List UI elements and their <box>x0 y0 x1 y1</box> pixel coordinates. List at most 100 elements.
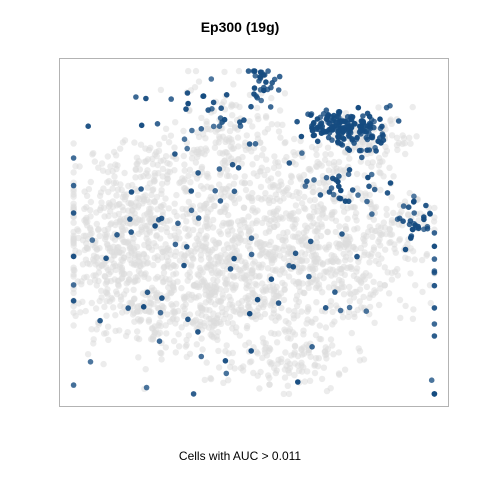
cell-point <box>390 209 397 217</box>
cell-point <box>356 298 363 305</box>
cell-point <box>275 186 282 194</box>
cell-point <box>111 236 119 243</box>
cell-point <box>194 146 201 153</box>
cell-point <box>264 177 272 184</box>
cell-point <box>219 222 226 229</box>
cell-point <box>262 113 270 120</box>
cell-point <box>306 165 313 173</box>
positive-cell-point <box>184 145 190 152</box>
cell-point <box>216 298 223 305</box>
positive-cell-point <box>394 216 401 222</box>
positive-cell-point <box>252 73 259 79</box>
positive-cell-point <box>428 377 435 384</box>
cell-point <box>245 295 252 302</box>
positive-cell-point <box>311 177 317 183</box>
cell-point <box>246 359 254 366</box>
cell-point <box>173 316 180 323</box>
cell-point <box>263 156 270 163</box>
cell-point <box>291 342 299 349</box>
cell-point <box>145 275 152 282</box>
cell-point <box>203 216 211 223</box>
positive-cell-point <box>431 305 438 311</box>
cell-point <box>235 239 242 246</box>
positive-cell-point <box>195 329 201 335</box>
cell-point <box>101 226 108 234</box>
cell-point <box>322 324 330 331</box>
cell-point <box>278 355 285 363</box>
cell-point <box>85 186 93 193</box>
positive-cell-point <box>223 370 230 377</box>
positive-cell-point <box>366 120 373 127</box>
cell-point <box>351 204 358 211</box>
cell-point <box>159 165 167 173</box>
cell-point <box>260 241 267 248</box>
cell-point <box>393 134 401 141</box>
cell-point <box>181 310 188 317</box>
cell-point <box>187 179 194 186</box>
positive-cell-point <box>152 223 158 229</box>
cell-point <box>311 196 318 204</box>
cell-point <box>147 219 154 226</box>
cell-point <box>93 253 101 261</box>
cell-point <box>343 242 350 249</box>
cell-point <box>266 381 273 388</box>
cell-point <box>172 155 180 162</box>
positive-cell-point <box>85 123 91 129</box>
cell-point <box>410 306 417 313</box>
positive-cell-point <box>210 123 217 130</box>
positive-cell-point <box>208 76 215 82</box>
cell-point <box>235 67 243 75</box>
cell-point <box>146 199 153 206</box>
cell-point <box>210 276 217 283</box>
cell-point <box>201 322 208 330</box>
cell-point <box>180 152 187 160</box>
cell-point <box>256 272 263 280</box>
cell-point <box>172 270 180 277</box>
cell-point <box>112 221 119 229</box>
cell-point <box>82 232 89 239</box>
cell-point <box>301 378 308 385</box>
cell-point <box>164 311 171 318</box>
cell-point <box>282 234 289 241</box>
cell-point <box>383 147 391 154</box>
positive-cell-point <box>317 192 324 198</box>
cell-point <box>134 304 141 311</box>
positive-cell-point <box>347 116 353 123</box>
cell-point <box>95 225 102 233</box>
positive-cell-point <box>400 203 407 209</box>
cell-point <box>231 124 239 132</box>
cell-point <box>221 208 228 216</box>
cell-point <box>170 279 177 286</box>
cell-point <box>316 322 323 329</box>
cell-point <box>366 303 374 311</box>
positive-cell-point <box>103 255 109 262</box>
cell-point <box>351 213 359 220</box>
cell-point <box>229 112 236 119</box>
positive-cell-point <box>235 165 242 171</box>
cell-point <box>361 241 368 248</box>
cell-point <box>95 164 102 171</box>
positive-cell-point <box>353 136 360 143</box>
cell-point <box>74 278 82 285</box>
cell-point <box>311 369 319 377</box>
positive-cell-point <box>345 123 351 130</box>
cell-point <box>375 301 383 309</box>
cell-point <box>137 270 145 277</box>
cell-point <box>186 274 194 281</box>
cell-point <box>399 140 406 148</box>
cell-point <box>270 164 278 172</box>
positive-cell-point <box>335 140 341 146</box>
cell-point <box>170 261 177 269</box>
cell-point <box>335 158 343 166</box>
cell-point <box>257 183 265 191</box>
cell-point <box>82 256 90 263</box>
plot-caption: Cells with AUC > 0.011 <box>178 449 302 463</box>
cell-point <box>330 158 338 166</box>
positive-cell-point <box>363 134 370 141</box>
cell-point <box>162 344 169 351</box>
cell-point <box>294 278 301 286</box>
cell-point <box>223 166 231 174</box>
cell-point <box>70 203 77 210</box>
cell-point <box>354 225 361 232</box>
cell-point <box>104 153 112 160</box>
